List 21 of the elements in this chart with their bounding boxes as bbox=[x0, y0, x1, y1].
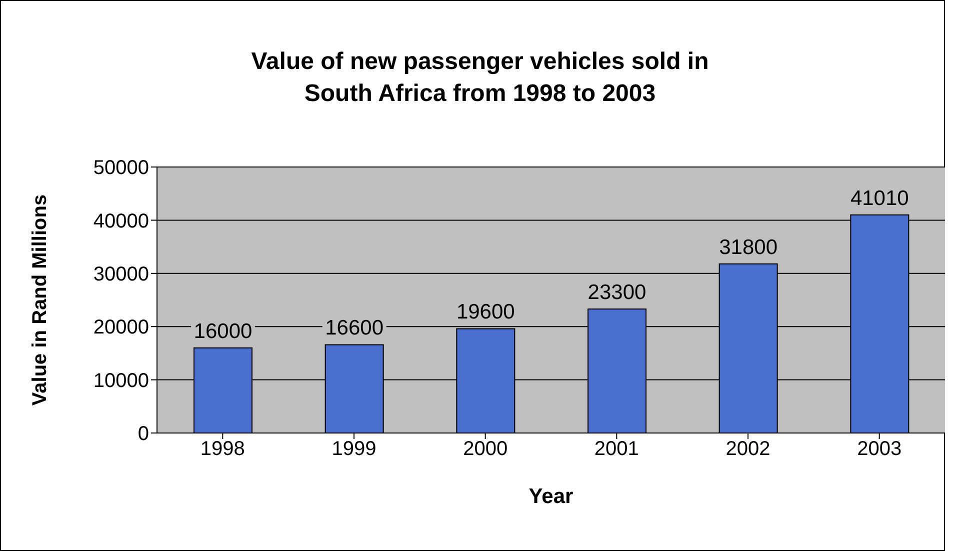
y-tick-label: 50000 bbox=[93, 157, 149, 180]
data-label: 16000 bbox=[194, 320, 252, 343]
y-tick-label: 40000 bbox=[93, 210, 149, 232]
x-tick-label: 2003 bbox=[857, 438, 902, 460]
data-label: 31800 bbox=[719, 236, 778, 259]
data-label: 23300 bbox=[588, 281, 646, 304]
y-tick-label: 20000 bbox=[93, 316, 149, 339]
chart-title: Value of new passenger vehicles sold in South Africa from 1998 to 2003 bbox=[250, 47, 710, 109]
data-label: 16600 bbox=[325, 316, 384, 340]
x-axis-title: Year bbox=[528, 485, 574, 508]
x-tick-label: 1999 bbox=[332, 438, 376, 460]
y-tick-label: 10000 bbox=[93, 370, 149, 392]
data-label: 19600 bbox=[456, 300, 515, 324]
x-tick-label: 2000 bbox=[463, 438, 508, 460]
x-tick-label: 1998 bbox=[200, 438, 245, 460]
x-tick-label: 2002 bbox=[726, 438, 770, 460]
y-axis-title: Value in Rand Millions bbox=[29, 194, 52, 406]
data-label: 41010 bbox=[850, 186, 909, 210]
y-tick-label: 0 bbox=[138, 423, 149, 446]
x-tick-label: 2001 bbox=[594, 438, 639, 460]
y-tick-label: 30000 bbox=[93, 264, 149, 286]
